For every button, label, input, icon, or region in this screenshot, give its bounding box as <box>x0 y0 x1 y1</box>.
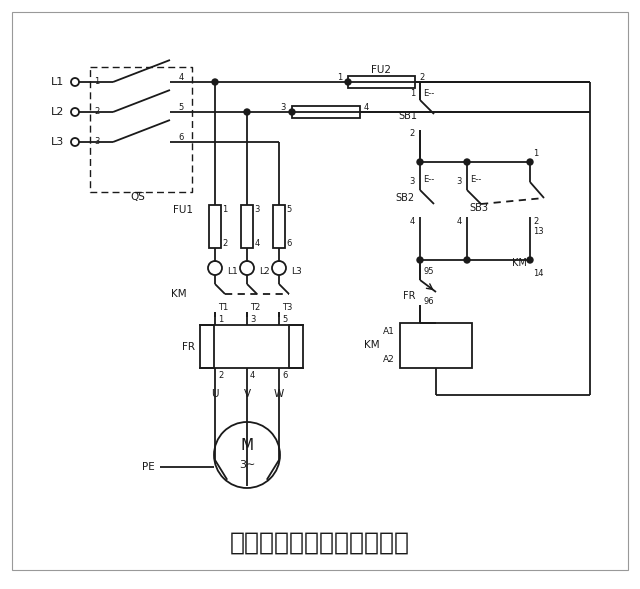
Text: E--: E-- <box>423 88 435 98</box>
Text: T2: T2 <box>250 303 260 312</box>
Text: T1: T1 <box>218 303 228 312</box>
Circle shape <box>527 257 533 263</box>
Text: 4: 4 <box>254 240 260 249</box>
Text: L3: L3 <box>51 137 65 147</box>
Text: 13: 13 <box>533 227 543 236</box>
Text: W: W <box>274 389 284 399</box>
Text: FU2: FU2 <box>371 65 392 75</box>
Text: L1: L1 <box>227 266 237 276</box>
Text: 1: 1 <box>94 78 100 87</box>
Text: 1: 1 <box>222 204 228 213</box>
Text: 3: 3 <box>94 137 100 147</box>
Bar <box>209 205 221 248</box>
Text: SB1: SB1 <box>398 111 417 121</box>
Text: SB2: SB2 <box>396 193 415 203</box>
Text: FR: FR <box>403 291 415 301</box>
Text: 3∼: 3∼ <box>239 460 255 470</box>
Text: 1: 1 <box>337 72 342 81</box>
Text: 6: 6 <box>179 133 184 141</box>
Text: SB3: SB3 <box>469 203 488 213</box>
Text: 3: 3 <box>250 315 255 323</box>
Text: QS: QS <box>131 192 145 202</box>
Text: 4: 4 <box>250 372 255 380</box>
Text: 3: 3 <box>410 177 415 187</box>
Text: 2: 2 <box>218 372 223 380</box>
Text: 5: 5 <box>286 204 292 213</box>
Text: 5: 5 <box>282 315 287 323</box>
Circle shape <box>527 159 533 165</box>
Text: KM: KM <box>172 289 187 299</box>
Circle shape <box>345 79 351 85</box>
Text: E--: E-- <box>423 176 435 184</box>
Text: L2: L2 <box>259 266 269 276</box>
Text: PE: PE <box>141 462 154 472</box>
Text: L3: L3 <box>291 266 301 276</box>
Text: 6: 6 <box>286 240 292 249</box>
Text: 电动机点动、连动控制线路: 电动机点动、连动控制线路 <box>230 531 410 555</box>
Text: E--: E-- <box>470 176 481 184</box>
Circle shape <box>244 109 250 115</box>
Text: 2: 2 <box>222 240 228 249</box>
Text: U: U <box>211 389 219 399</box>
Text: 2: 2 <box>419 72 424 81</box>
Text: L1: L1 <box>51 77 65 87</box>
Circle shape <box>464 159 470 165</box>
Bar <box>348 76 415 88</box>
Circle shape <box>289 109 295 115</box>
Text: 4: 4 <box>179 72 184 81</box>
Text: V: V <box>243 389 251 399</box>
Text: 96: 96 <box>423 297 434 306</box>
Text: 3: 3 <box>456 177 462 187</box>
Text: 1: 1 <box>218 315 223 323</box>
Text: 4: 4 <box>457 217 462 227</box>
Text: T3: T3 <box>282 303 292 312</box>
Bar <box>273 205 285 248</box>
Text: FU1: FU1 <box>173 205 193 215</box>
Text: 1: 1 <box>533 150 538 158</box>
Text: 14: 14 <box>533 270 543 279</box>
Text: 95: 95 <box>423 267 433 276</box>
Text: 2: 2 <box>410 128 415 137</box>
Text: M: M <box>241 438 253 454</box>
Text: 2: 2 <box>533 217 538 227</box>
Text: 6: 6 <box>282 372 287 380</box>
Text: KM: KM <box>512 258 527 268</box>
Text: 5: 5 <box>179 102 184 111</box>
Circle shape <box>464 257 470 263</box>
Circle shape <box>417 257 423 263</box>
Bar <box>241 205 253 248</box>
Circle shape <box>212 79 218 85</box>
Bar <box>400 323 472 368</box>
Text: A1: A1 <box>383 326 395 336</box>
Text: 2: 2 <box>94 108 100 117</box>
Text: 3: 3 <box>280 102 286 111</box>
Text: 4: 4 <box>364 102 369 111</box>
Text: 4: 4 <box>410 217 415 227</box>
Text: A2: A2 <box>383 356 395 365</box>
Text: L2: L2 <box>51 107 65 117</box>
Text: KM: KM <box>364 340 380 350</box>
Circle shape <box>417 159 423 165</box>
Text: 3: 3 <box>254 204 260 213</box>
Bar <box>292 106 360 118</box>
Bar <box>200 325 303 368</box>
Text: FR: FR <box>182 342 195 352</box>
Text: 1: 1 <box>410 88 415 98</box>
